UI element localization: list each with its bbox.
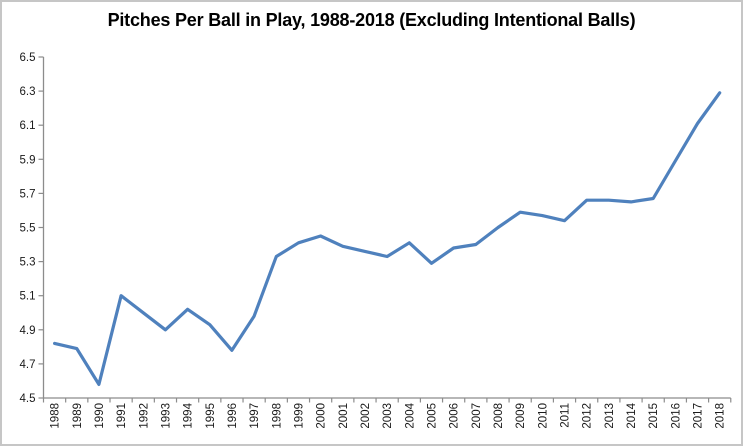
y-tick-label: 6.5: [20, 52, 36, 64]
x-tick-label: 1988: [50, 403, 62, 429]
x-tick-label: 2004: [404, 402, 416, 428]
y-tick-label: 5.1: [20, 291, 36, 303]
x-tick-label: 2007: [471, 403, 483, 429]
x-tick-label: 1995: [205, 403, 217, 429]
x-tick-label: 1999: [293, 403, 305, 429]
x-tick-label: 2011: [559, 403, 571, 428]
x-tick-label: 2009: [515, 403, 527, 429]
x-tick-label: 2017: [693, 403, 705, 429]
x-tick-label: 2013: [604, 403, 616, 429]
x-tick-label: 2000: [316, 403, 328, 429]
y-tick-label: 6.1: [20, 120, 36, 132]
y-tick-label: 4.9: [20, 325, 36, 337]
y-tick-label: 4.5: [20, 393, 36, 405]
y-tick-label: 5.9: [20, 154, 36, 166]
y-tick-label: 5.5: [20, 223, 36, 235]
chart-title: Pitches Per Ball in Play, 1988-2018 (Exc…: [107, 10, 636, 30]
x-tick-label: 2006: [449, 403, 461, 429]
x-tick-label: 1989: [72, 403, 84, 429]
y-tick-label: 5.7: [20, 188, 36, 200]
x-tick-label: 2002: [360, 403, 372, 429]
x-tick-label: 1996: [227, 403, 239, 429]
x-tick-label: 1990: [94, 403, 106, 429]
x-tick-label: 2003: [382, 403, 394, 429]
x-tick-label: 2012: [582, 403, 594, 429]
x-tick-label: 2005: [426, 403, 438, 429]
data-line: [52, 91, 722, 386]
y-tick-label: 5.3: [20, 257, 36, 269]
x-tick-label: 2016: [670, 403, 682, 429]
x-tick-label: 1991: [116, 403, 128, 429]
x-tick-label: 1993: [160, 403, 172, 429]
x-tick-label: 2014: [626, 402, 638, 428]
x-tick-label: 2001: [338, 403, 350, 429]
x-tick-label: 1998: [271, 403, 283, 429]
x-tick-label: 2015: [648, 403, 660, 429]
x-tick-label: 1994: [183, 402, 195, 428]
x-tick-label: 2008: [493, 403, 505, 429]
x-tick-label: 1997: [249, 403, 261, 429]
x-tick-label: 2018: [715, 403, 727, 429]
y-tick-label: 6.3: [20, 86, 36, 98]
x-tick-label: 2010: [537, 403, 549, 429]
x-tick-label: 1992: [138, 403, 150, 429]
y-tick-label: 4.7: [20, 359, 36, 371]
